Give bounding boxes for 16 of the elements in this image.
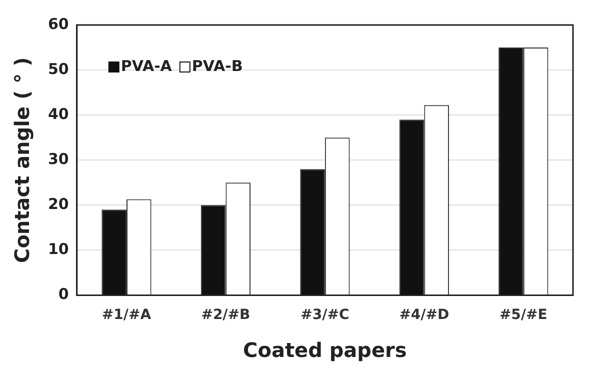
x-tick-label: #4/#D <box>399 307 450 324</box>
y-tick-label: 30 <box>48 150 69 168</box>
legend-label: PVA-A <box>120 56 172 75</box>
x-tick-label: #3/#C <box>300 307 350 324</box>
y-tick-label: 20 <box>48 195 69 214</box>
legend-label: PVA-B <box>192 56 243 75</box>
y-axis-title: Contact angle ( ° ) <box>10 57 34 263</box>
y-tick-label: 0 <box>58 285 69 304</box>
y-tick-label: 60 <box>48 14 69 33</box>
x-axis-title: Coated papers <box>243 338 407 362</box>
x-tick-label: #5/#E <box>499 307 548 324</box>
y-tick-label: 10 <box>48 240 69 258</box>
y-tick-label: 40 <box>48 104 69 123</box>
x-tick-label: #1/#A <box>102 307 152 324</box>
y-tick-label: 50 <box>48 60 69 78</box>
x-tick-label: #2/#B <box>201 307 250 324</box>
